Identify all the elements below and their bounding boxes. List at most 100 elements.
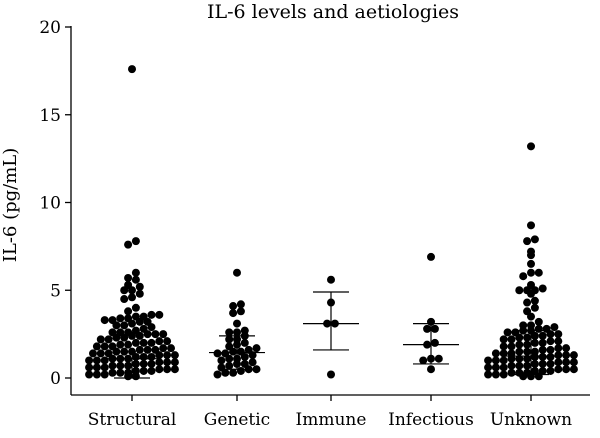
data-point [562, 365, 571, 374]
data-point [507, 368, 516, 377]
data-point [252, 365, 261, 374]
data-point [507, 361, 516, 370]
data-point [507, 349, 516, 358]
data-point [225, 361, 234, 370]
data-point [327, 275, 335, 284]
data-point [554, 330, 563, 339]
data-point [554, 358, 563, 367]
data-point [233, 335, 241, 344]
data-point [419, 356, 428, 365]
data-point [236, 347, 245, 356]
x-tick-label: Immune [296, 410, 367, 430]
y-tick-label: 15 [39, 106, 61, 126]
data-point [225, 342, 234, 351]
data-point [85, 370, 94, 379]
data-point [147, 352, 156, 361]
data-point [147, 310, 156, 319]
data-point [135, 282, 144, 291]
data-point [131, 359, 140, 368]
data-point [523, 347, 532, 356]
data-point [128, 293, 136, 302]
data-point [236, 300, 245, 309]
data-point [530, 338, 539, 347]
data-point [511, 328, 520, 337]
data-point [167, 344, 175, 353]
data-point [527, 221, 535, 230]
data-point [427, 252, 435, 261]
data-point [491, 363, 500, 372]
x-tick-label: Infectious [388, 410, 474, 430]
data-point [491, 356, 500, 365]
data-point [217, 363, 226, 372]
data-point [484, 363, 493, 372]
data-point [562, 351, 571, 360]
data-point [155, 337, 164, 346]
data-point [538, 284, 547, 293]
data-point [530, 235, 539, 244]
data-point [546, 359, 555, 368]
data-point [131, 312, 140, 321]
data-point [131, 275, 140, 284]
data-point [131, 303, 140, 312]
data-point [523, 237, 532, 246]
data-point [538, 331, 547, 340]
data-point [530, 347, 539, 356]
data-point [534, 324, 543, 333]
data-point [527, 142, 535, 151]
data-point [139, 352, 148, 361]
data-point [131, 268, 140, 277]
data-point [233, 268, 241, 277]
data-point [92, 342, 101, 351]
data-point [143, 345, 152, 354]
data-point [236, 307, 245, 316]
data-point [104, 349, 113, 358]
data-point [155, 310, 164, 319]
data-point [128, 347, 136, 356]
data-point [523, 361, 532, 370]
chart-title: IL-6 levels and aetiologies [207, 1, 459, 23]
data-point [124, 314, 133, 323]
data-point [562, 344, 571, 353]
data-point [530, 359, 539, 368]
data-point [507, 342, 516, 351]
data-point [131, 326, 140, 335]
data-point [116, 361, 125, 370]
data-point [499, 335, 508, 344]
data-point [170, 351, 179, 360]
data-point [124, 273, 133, 282]
data-point [108, 316, 117, 325]
x-tick-label: Unknown [490, 410, 572, 430]
data-point [427, 354, 435, 363]
data-point [554, 351, 563, 360]
data-point [530, 303, 539, 312]
data-point [151, 345, 160, 354]
data-point [491, 370, 500, 379]
data-point [85, 363, 94, 372]
data-point [163, 365, 172, 374]
data-point [116, 314, 125, 323]
data-point [538, 359, 547, 368]
data-point [100, 316, 109, 325]
data-point [515, 354, 524, 363]
data-point [108, 368, 117, 377]
data-point [100, 363, 109, 372]
data-point [92, 363, 101, 372]
data-point [104, 335, 113, 344]
data-point [213, 370, 222, 379]
data-point [427, 317, 435, 326]
data-point [147, 338, 156, 347]
data-point [569, 358, 578, 367]
data-point [534, 268, 543, 277]
data-point [92, 356, 101, 365]
data-point [523, 354, 532, 363]
data-point [484, 370, 493, 379]
data-points [85, 65, 578, 381]
data-point [163, 358, 172, 367]
data-point [527, 321, 535, 330]
data-point [147, 359, 156, 368]
data-point [434, 354, 443, 363]
data-point [499, 363, 508, 372]
data-point [170, 358, 179, 367]
y-tick-label: 20 [39, 18, 61, 38]
